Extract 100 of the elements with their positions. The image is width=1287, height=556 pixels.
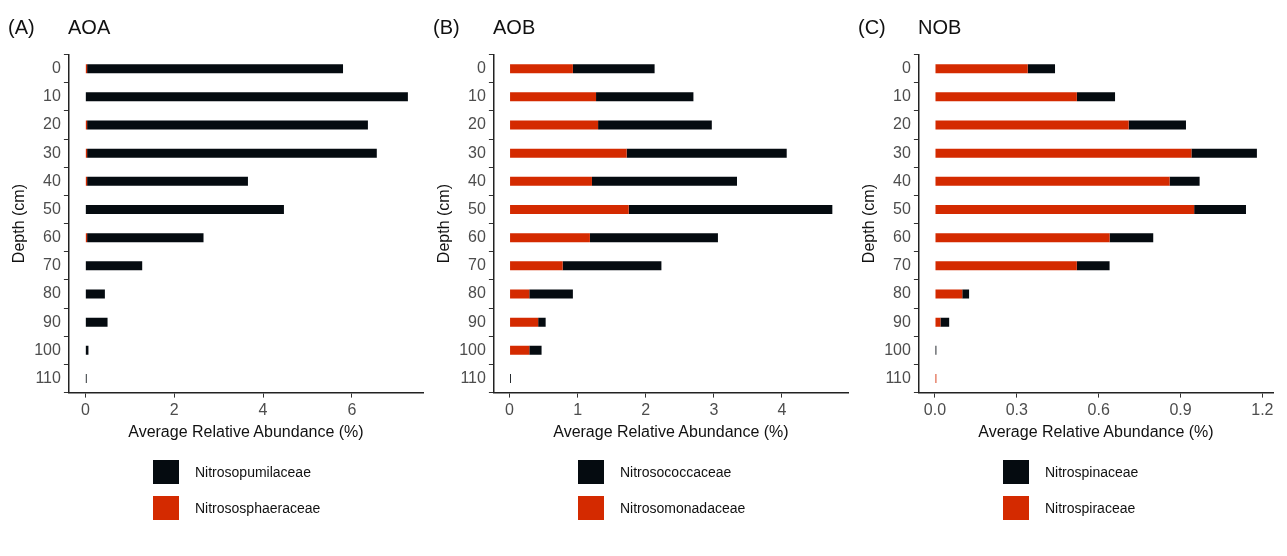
x-tick-label: 0.6 (1087, 400, 1110, 418)
legend-label: Nitrosomonadaceae (620, 500, 746, 516)
legend-label: Nitrospinaceae (1045, 464, 1139, 480)
y-tick-label: 20 (893, 115, 911, 133)
legend-label: Nitrosococcaceae (620, 464, 732, 480)
x-tick-label: 4 (258, 400, 268, 418)
y-tick-label: 110 (460, 368, 486, 386)
y-tick-label: 60 (43, 228, 61, 246)
bar (85, 205, 284, 215)
bar (935, 289, 963, 299)
x-tick-label: 0.0 (923, 400, 947, 418)
bar (1128, 120, 1186, 130)
x-tick-label: 2 (169, 400, 179, 418)
x-tick-label: 0.3 (1005, 400, 1029, 418)
y-tick-label: 110 (35, 368, 61, 386)
x-axis-title: Average Relative Abundance (%) (128, 422, 364, 440)
bar (935, 120, 1129, 130)
y-tick-label: 90 (43, 312, 61, 330)
bar (1169, 176, 1200, 186)
bar (589, 233, 718, 243)
bar (596, 92, 694, 102)
bar (85, 261, 143, 271)
y-tick-label: 10 (893, 87, 911, 105)
bar (935, 148, 1192, 158)
y-tick-label: 100 (884, 340, 911, 358)
legend-label: Nitrososphaeraceae (195, 500, 321, 516)
y-tick-label: 100 (34, 340, 61, 358)
bar (1191, 148, 1257, 158)
bar (510, 148, 627, 158)
y-tick-label: 40 (43, 171, 61, 189)
bar (935, 205, 1195, 215)
y-tick-label: 70 (468, 256, 486, 274)
bar (87, 148, 377, 158)
x-tick-label: 6 (347, 400, 357, 418)
x-tick-label: 3 (709, 400, 719, 418)
bar (510, 64, 573, 74)
bar (628, 205, 833, 215)
text: (A) (8, 16, 35, 39)
bar (510, 176, 592, 186)
bar (1076, 92, 1116, 102)
bar (87, 64, 344, 74)
text: (B) (433, 16, 460, 39)
y-tick-label: 50 (468, 199, 486, 217)
y-tick-label: 30 (43, 143, 61, 161)
bar (85, 317, 108, 327)
bar (1027, 64, 1056, 74)
y-tick-label: 90 (893, 312, 911, 330)
bar (85, 92, 408, 102)
x-tick-label: 1.2 (1251, 400, 1274, 418)
bar (935, 64, 1028, 74)
bar (572, 64, 655, 74)
x-tick-label: 1 (573, 400, 583, 418)
y-tick-label: 90 (468, 312, 486, 330)
y-tick-label: 100 (459, 340, 486, 358)
chart-title: AOA (68, 16, 111, 39)
y-tick-label: 40 (468, 171, 486, 189)
bar (510, 345, 530, 355)
text: (C) (858, 16, 886, 39)
x-axis-title: Average Relative Abundance (%) (978, 422, 1214, 440)
bar (510, 317, 539, 327)
legend-label: Nitrosopumilaceae (195, 464, 311, 480)
y-tick-label: 60 (893, 228, 911, 246)
y-tick-label: 80 (468, 284, 486, 302)
x-tick-label: 0 (505, 400, 515, 418)
bar (935, 317, 941, 327)
y-tick-label: 10 (468, 87, 486, 105)
y-tick-label: 0 (901, 59, 911, 77)
chart-title: NOB (918, 16, 962, 39)
x-tick-label: 2 (641, 400, 651, 418)
bar (510, 261, 563, 271)
y-tick-label: 50 (43, 199, 61, 217)
bar (85, 289, 105, 299)
bar (1076, 261, 1110, 271)
x-tick-label: 0 (80, 400, 90, 418)
bar (510, 289, 530, 299)
bar (87, 233, 204, 243)
bar (626, 148, 787, 158)
y-tick-label: 60 (468, 228, 486, 246)
bar (510, 120, 599, 130)
bar (935, 176, 1170, 186)
y-tick-label: 70 (43, 256, 61, 274)
x-axis-title: Average Relative Abundance (%) (553, 422, 789, 440)
bar (598, 120, 712, 130)
y-axis-title: Depth (cm) (10, 184, 28, 264)
bar (87, 176, 248, 186)
y-tick-label: 30 (893, 143, 911, 161)
bar (510, 92, 597, 102)
y-tick-label: 50 (893, 199, 911, 217)
bar (538, 317, 546, 327)
bar (1109, 233, 1154, 243)
x-tick-label: 4 (777, 400, 787, 418)
y-tick-label: 80 (893, 284, 911, 302)
y-axis-title: Depth (cm) (860, 184, 878, 264)
y-tick-label: 80 (43, 284, 61, 302)
x-tick-label: 0.9 (1169, 400, 1192, 418)
bar (962, 289, 970, 299)
y-tick-label: 10 (43, 87, 61, 105)
y-tick-label: 0 (51, 59, 61, 77)
bar (562, 261, 662, 271)
bar (529, 289, 573, 299)
